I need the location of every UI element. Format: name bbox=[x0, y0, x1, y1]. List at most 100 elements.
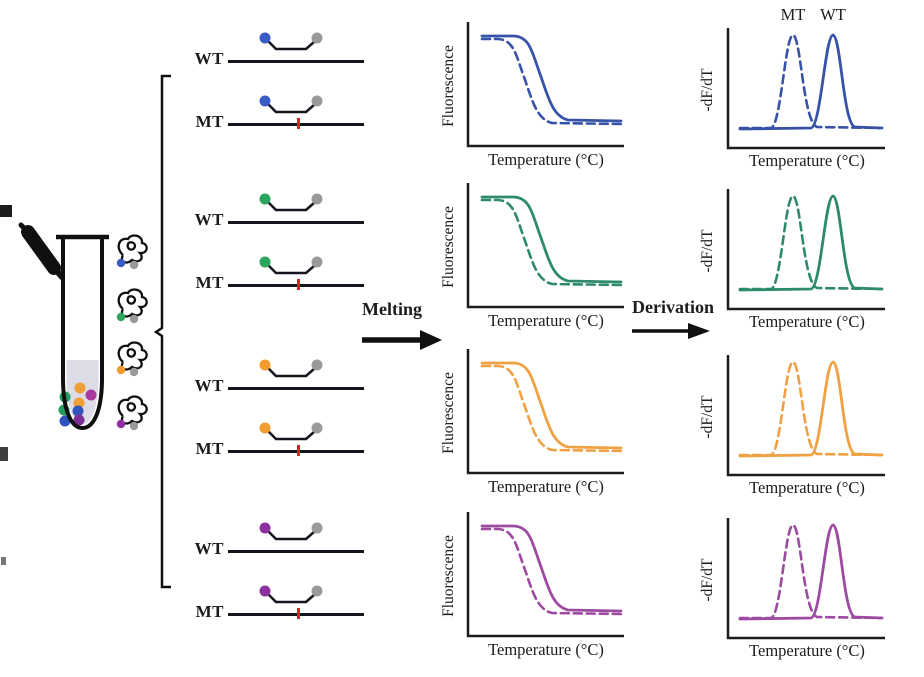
wt-label: WT bbox=[194, 376, 224, 395]
plot-axes bbox=[466, 512, 624, 638]
dye-dot bbox=[73, 397, 85, 409]
melting-curve-plot: Fluorescence Temperature (°C) bbox=[440, 183, 624, 330]
melting-curve-plot: Fluorescence Temperature (°C) bbox=[440, 349, 624, 496]
scan-artifact bbox=[0, 205, 12, 217]
melting-curve-plot: Fluorescence Temperature (°C) bbox=[440, 22, 624, 169]
quencher-dot bbox=[129, 367, 139, 377]
fluorophore-dot bbox=[259, 193, 271, 205]
probe-backbone bbox=[267, 430, 315, 441]
wt-probe-schematic bbox=[259, 32, 323, 51]
quencher-dot bbox=[311, 585, 323, 597]
fluorophore-dot bbox=[259, 585, 271, 597]
x-axis-label: Temperature (°C) bbox=[749, 641, 865, 660]
quencher-dot bbox=[311, 359, 323, 371]
peak-series-labels: MT WT bbox=[781, 5, 846, 24]
wt-probe-schematic bbox=[259, 359, 323, 378]
dye-dot bbox=[73, 414, 85, 426]
probe-backbone bbox=[267, 593, 315, 604]
scan-artifact bbox=[0, 447, 8, 461]
fluorophore-dot bbox=[259, 95, 271, 107]
derivative-plot: -dF/dT Temperature (°C) MT WT bbox=[699, 5, 885, 170]
y-axis-label: Fluorescence bbox=[440, 372, 457, 454]
mt-melt-curve-dashed bbox=[480, 527, 623, 616]
mt-probe-schematic bbox=[259, 256, 323, 275]
wt-template-strand bbox=[228, 387, 364, 390]
wt-template-strand bbox=[228, 60, 364, 63]
dye-group-row: WT MT Fluorescence Temperature (°C) -dF/ bbox=[0, 490, 924, 666]
mt-template-strand bbox=[228, 123, 364, 126]
x-axis-label: Temperature (°C) bbox=[749, 151, 865, 170]
probe-coil-icon bbox=[116, 341, 148, 377]
quencher-dot bbox=[129, 421, 139, 431]
plot-axes bbox=[726, 28, 885, 150]
mutation-mark bbox=[297, 279, 300, 290]
tube-body-outline bbox=[61, 239, 104, 431]
x-axis-label: Temperature (°C) bbox=[488, 150, 604, 169]
mt-probe-schematic bbox=[259, 585, 323, 604]
probe-coil-icon bbox=[116, 395, 148, 431]
quencher-dot bbox=[311, 32, 323, 44]
mt-label: MT bbox=[195, 439, 224, 458]
melting-arrow-label: Melting bbox=[362, 299, 422, 319]
probe-backbone bbox=[267, 103, 315, 114]
fluorophore-dot bbox=[116, 258, 126, 268]
fluorophore-dot bbox=[116, 312, 126, 322]
mt-template-strand bbox=[228, 284, 364, 287]
fluorophore-dot bbox=[259, 359, 271, 371]
wt-probe-schematic bbox=[259, 522, 323, 541]
mt-melt-curve-dashed bbox=[480, 37, 623, 126]
quencher-dot bbox=[311, 95, 323, 107]
fluorophore-dot bbox=[116, 365, 126, 375]
probe-backbone bbox=[267, 201, 315, 212]
y-axis-label: -dF/dT bbox=[699, 229, 716, 273]
quencher-dot bbox=[311, 256, 323, 268]
grouping-bracket bbox=[154, 74, 171, 589]
derivation-arrow-icon bbox=[632, 323, 710, 339]
plot-axes bbox=[466, 22, 624, 148]
coil-strand bbox=[117, 395, 148, 425]
quencher-dot bbox=[311, 422, 323, 434]
mt-peak-dashed bbox=[738, 33, 883, 130]
melting-arrow-icon bbox=[362, 330, 442, 350]
wt-template-strand bbox=[228, 550, 364, 553]
y-axis-label: Fluorescence bbox=[440, 45, 457, 127]
mt-melt-curve-dashed bbox=[480, 198, 623, 287]
plot-axes bbox=[466, 183, 624, 309]
wt-label: WT bbox=[194, 539, 224, 558]
y-axis-label: -dF/dT bbox=[699, 395, 716, 439]
plot-axes bbox=[466, 349, 624, 475]
mt-probe-schematic bbox=[259, 422, 323, 441]
wt-peak-solid bbox=[738, 194, 884, 292]
x-axis-label: Temperature (°C) bbox=[749, 478, 865, 497]
wt-label: WT bbox=[194, 49, 224, 68]
dye-group-row: WT MT Fluorescence Temperature (°C) -dF/ bbox=[0, 0, 924, 176]
tube-cap-icon bbox=[18, 222, 65, 280]
probe-backbone bbox=[267, 264, 315, 275]
y-axis-label: Fluorescence bbox=[440, 206, 457, 288]
mt-peak-dashed bbox=[738, 194, 883, 291]
wt-peak-solid bbox=[738, 33, 884, 131]
wt-melt-curve-solid bbox=[480, 361, 623, 450]
fluorophore-dot bbox=[259, 522, 271, 534]
mutation-mark bbox=[297, 445, 300, 456]
quencher-dot bbox=[129, 260, 139, 270]
mt-peak-label: MT bbox=[781, 5, 806, 24]
y-axis-label: -dF/dT bbox=[699, 558, 716, 602]
fluorophore-dot bbox=[259, 422, 271, 434]
scan-artifact bbox=[1, 557, 6, 565]
mt-label: MT bbox=[195, 602, 224, 621]
fluorophore-dot bbox=[116, 419, 126, 429]
probe-coil-icon bbox=[116, 288, 148, 324]
wt-peak-label: WT bbox=[820, 5, 846, 24]
x-axis-label: Temperature (°C) bbox=[488, 640, 604, 659]
y-axis-label: Fluorescence bbox=[440, 535, 457, 617]
coil-strand bbox=[117, 234, 148, 264]
derivative-plot: -dF/dT Temperature (°C) bbox=[699, 355, 885, 497]
mutation-mark bbox=[297, 118, 300, 129]
quencher-dot bbox=[129, 314, 139, 324]
probe-backbone bbox=[267, 367, 315, 378]
x-axis-label: Temperature (°C) bbox=[749, 312, 865, 331]
reaction-tube bbox=[18, 222, 109, 431]
mt-peak-dashed bbox=[738, 523, 883, 620]
plot-axes bbox=[726, 518, 885, 640]
